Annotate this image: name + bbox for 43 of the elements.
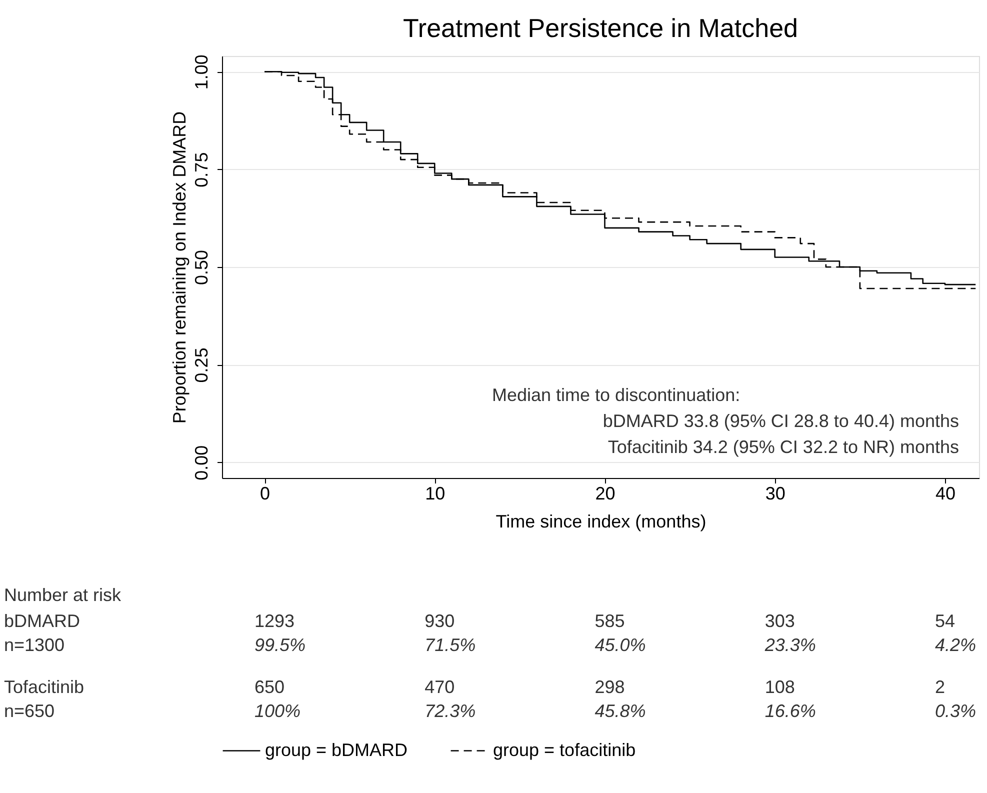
text: 108 <box>764 677 795 697</box>
text: Tofacitinib <box>4 677 84 697</box>
text: 298 <box>594 677 625 697</box>
text: 54 <box>934 611 956 631</box>
text: 585 <box>594 611 625 631</box>
text: 2 <box>934 677 945 697</box>
y-tick-label: 0.00 <box>192 445 212 480</box>
x-axis-title: Time since index (months) <box>496 512 706 532</box>
text: 45.0% <box>594 635 646 655</box>
text: 99.5% <box>254 635 306 655</box>
legend-label: group = tofacitinib <box>493 740 636 760</box>
text: 100% <box>254 701 301 721</box>
y-tick-label: 0.50 <box>192 250 212 286</box>
text: 303 <box>764 611 795 631</box>
text: 1293 <box>254 611 295 631</box>
chart-title: Treatment Persistence in Matched <box>403 13 798 44</box>
x-tick-label: 10 <box>425 484 446 504</box>
x-tick-label: 20 <box>595 484 616 504</box>
text: n=1300 <box>4 635 65 655</box>
text: bDMARD <box>4 611 80 631</box>
y-tick-label: 1.00 <box>192 54 212 90</box>
text: 23.3% <box>764 635 816 655</box>
text: 72.3% <box>424 701 476 721</box>
text: Number at risk <box>4 585 122 605</box>
x-tick-label: 40 <box>935 484 956 504</box>
text: 930 <box>424 611 455 631</box>
text: n=650 <box>4 701 55 721</box>
text: 71.5% <box>424 635 476 655</box>
y-tick-label: 0.25 <box>192 348 212 383</box>
y-axis-title: Proportion remaining on Index DMARD <box>170 111 190 424</box>
text: 16.6% <box>764 701 816 721</box>
text: 4.2% <box>934 635 976 655</box>
y-tick-label: 0.75 <box>192 152 212 188</box>
x-tick-label: 0 <box>260 484 270 504</box>
text: 0.3% <box>934 701 976 721</box>
text: 650 <box>254 677 285 697</box>
x-tick-label: 30 <box>765 484 786 504</box>
text: 470 <box>424 677 455 697</box>
annotation: Median time to discontinuation: <box>492 385 740 405</box>
annotation: bDMARD 33.8 (95% CI 28.8 to 40.4) months <box>602 411 959 431</box>
legend-label: group = bDMARD <box>265 740 408 760</box>
annotation: Tofacitinib 34.2 (95% CI 32.2 to NR) months <box>608 437 959 457</box>
text: 45.8% <box>594 701 646 721</box>
